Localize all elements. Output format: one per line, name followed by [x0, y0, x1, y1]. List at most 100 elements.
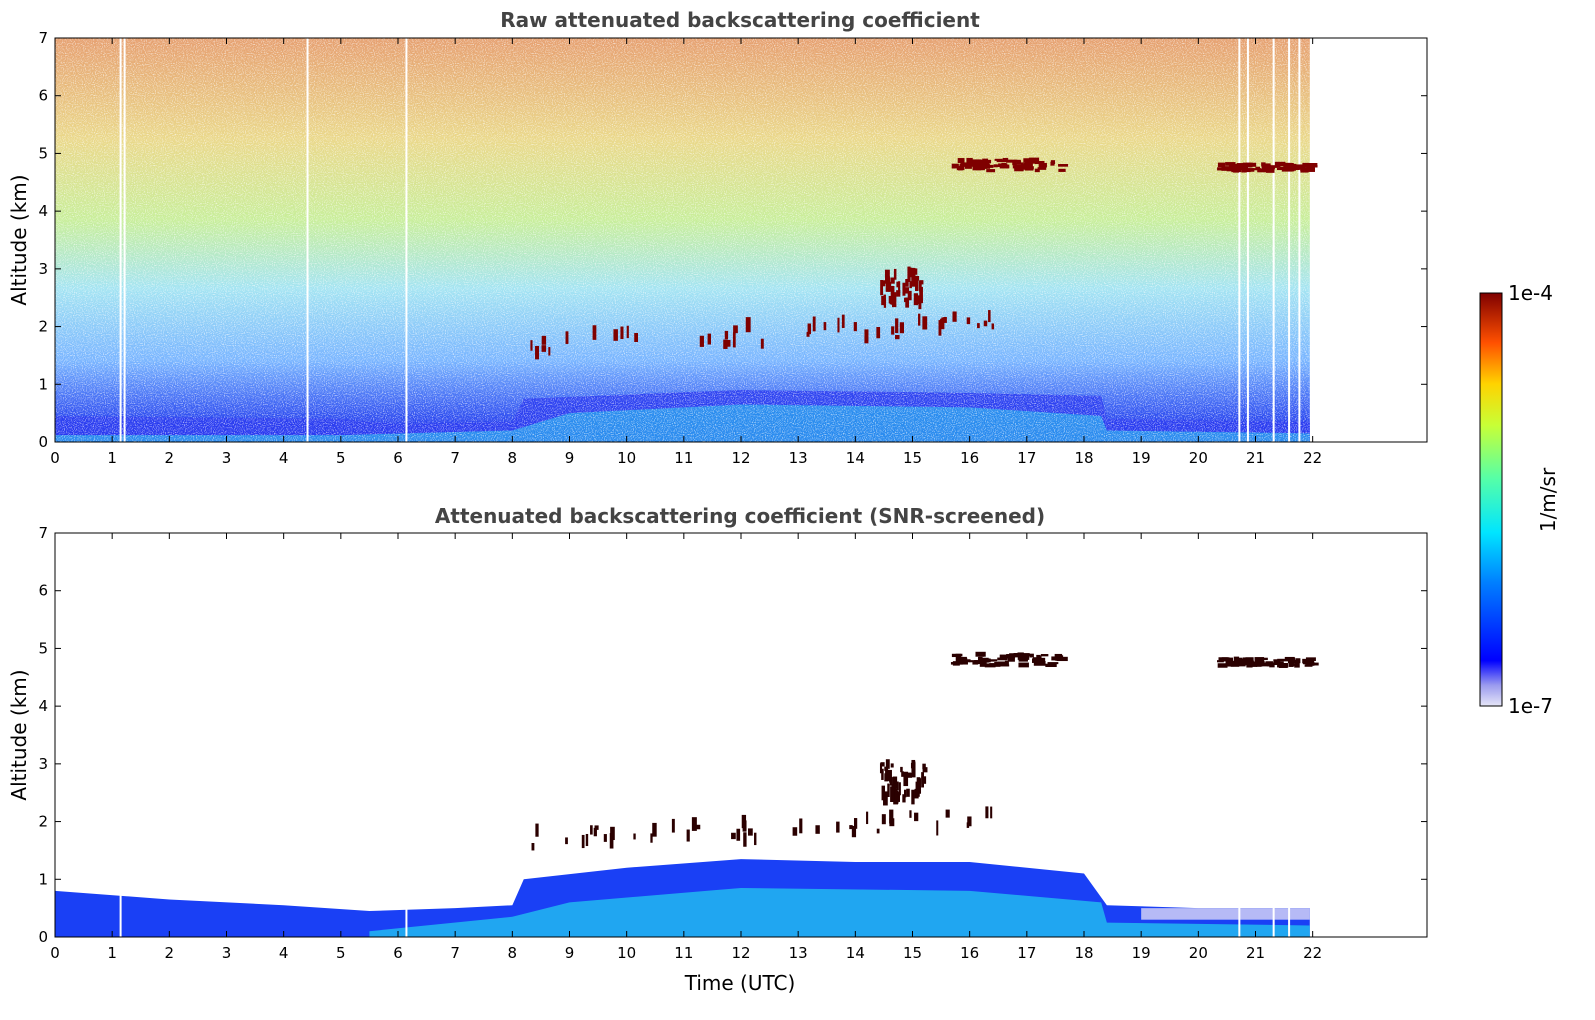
cloud-echo: [938, 320, 942, 336]
cloud-echo: [985, 806, 989, 819]
cloud-echo: [1024, 167, 1034, 171]
colorbar-unit-label: 1/m/sr: [1536, 467, 1560, 532]
data-gap: [123, 38, 126, 442]
cloud-echo: [940, 318, 945, 330]
cloud-echo: [620, 326, 624, 340]
cloud-echo: [1261, 662, 1270, 667]
cloud-echo: [1241, 168, 1247, 173]
cloud-echo: [1295, 658, 1301, 664]
cloud-echo: [891, 326, 895, 335]
cloud-echo: [1028, 157, 1040, 162]
y-tick-label: 5: [38, 144, 48, 162]
cloud-echo: [905, 297, 910, 308]
cloud-echo: [613, 329, 618, 341]
cloud-echo: [885, 759, 890, 769]
cloud-echo: [1040, 654, 1049, 657]
cloud-echo: [885, 287, 890, 292]
data-gap: [306, 38, 309, 442]
cloud-echo: [891, 292, 897, 308]
cloud-echo: [799, 818, 803, 834]
cloud-echo: [699, 335, 704, 347]
screened-backscatter-panel: Attenuated backscattering coefficient (S…: [7, 504, 1428, 995]
cloud-echo: [1279, 166, 1284, 170]
x-tick-label: 5: [336, 944, 346, 962]
x-tick-label: 9: [565, 449, 575, 467]
cloud-echo: [904, 789, 907, 798]
cloud-echo: [911, 759, 916, 773]
cloud-echo: [989, 663, 995, 667]
cloud-echo: [1034, 161, 1045, 165]
cloud-echo: [603, 834, 607, 842]
cloud-echo: [1255, 166, 1260, 169]
cloud-echo: [920, 280, 924, 285]
cloud-echo: [909, 281, 912, 289]
x-tick-label: 7: [450, 944, 460, 962]
cloud-echo: [1233, 656, 1240, 662]
cloud-echo: [960, 162, 973, 167]
cloud-echo: [535, 345, 540, 360]
x-tick-label: 16: [960, 449, 979, 467]
x-tick-label: 0: [50, 944, 60, 962]
cloud-echo: [1284, 656, 1295, 662]
y-tick-label: 1: [38, 375, 48, 393]
cloud-echo: [982, 158, 989, 164]
x-tick-label: 11: [674, 944, 693, 962]
cloud-echo: [905, 278, 909, 287]
cloud-echo: [1018, 656, 1025, 660]
cloud-echo: [913, 293, 919, 306]
cloud-echo: [955, 653, 963, 657]
cloud-echo: [956, 165, 965, 171]
cloud-echo: [896, 781, 899, 791]
cloud-echo: [1007, 657, 1015, 662]
y-tick-label: 6: [38, 582, 48, 600]
cloud-echo: [652, 822, 657, 837]
cloud-echo: [990, 806, 993, 819]
cloud-echo: [972, 165, 982, 171]
x-tick-label: 22: [1303, 449, 1322, 467]
cloud-echo: [912, 274, 915, 286]
cloud-echo: [1225, 162, 1236, 166]
cloud-echo: [634, 332, 638, 343]
cloud-echo: [1034, 168, 1040, 173]
cloud-echo: [952, 311, 957, 322]
data-gap: [1288, 38, 1291, 442]
cloud-echo: [1038, 162, 1047, 168]
cloud-echo: [951, 163, 959, 169]
cloud-echo: [922, 316, 928, 330]
cloud-echo: [1058, 168, 1066, 172]
cloud-echo: [594, 825, 599, 830]
cloud-echo: [957, 158, 965, 163]
cloud-echo: [989, 659, 998, 662]
x-tick-label: 7: [450, 449, 460, 467]
cloud-echo: [966, 157, 973, 163]
cloud-echo: [748, 828, 753, 836]
cloud-echo: [880, 762, 885, 767]
cloud-echo: [899, 322, 905, 334]
y-tick-label: 5: [38, 639, 48, 657]
cloud-echo: [979, 166, 987, 169]
cloud-echo: [890, 763, 894, 768]
cloud-echo: [812, 316, 816, 332]
cloud-echo: [945, 809, 950, 818]
cloud-echo: [889, 809, 894, 824]
cloud-echo: [1027, 158, 1039, 164]
cloud-echo: [853, 322, 857, 332]
x-tick-label: 4: [279, 944, 289, 962]
cloud-echo: [849, 825, 853, 830]
cloud-echo: [884, 269, 890, 284]
screened-faint-layer: [1141, 908, 1310, 920]
cloud-echo: [890, 297, 893, 305]
cloud-echo: [892, 776, 898, 789]
cloud-echo: [1017, 652, 1024, 658]
cloud-echo: [1246, 662, 1258, 665]
cloud-echo: [1002, 157, 1009, 162]
cloud-echo: [792, 827, 798, 836]
cloud-echo: [914, 788, 919, 799]
raw-heatmap-field: [55, 38, 1318, 442]
cloud-echo: [1306, 165, 1314, 170]
cloud-echo: [1217, 663, 1228, 668]
cloud-echo: [1009, 653, 1018, 658]
cloud-echo: [895, 334, 900, 340]
cloud-echo: [531, 843, 535, 851]
cloud-echo: [922, 767, 928, 773]
